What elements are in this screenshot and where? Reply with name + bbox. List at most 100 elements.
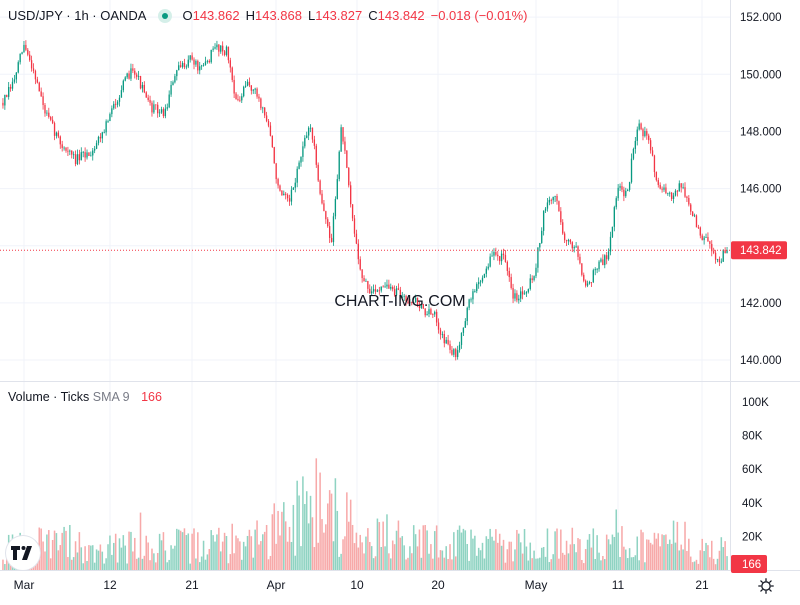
volume-bar bbox=[678, 550, 681, 570]
volume-bar bbox=[537, 558, 539, 570]
volume-bar bbox=[342, 539, 344, 570]
candle-body bbox=[88, 152, 90, 156]
candle-body bbox=[705, 237, 707, 238]
volume-bar bbox=[239, 541, 241, 570]
candle-body bbox=[510, 277, 512, 288]
volume-bar bbox=[674, 542, 677, 570]
candle-body bbox=[9, 87, 12, 89]
volume-bar bbox=[594, 558, 596, 570]
volume-bar bbox=[340, 553, 342, 570]
volume-bar bbox=[709, 557, 711, 570]
volume-bar bbox=[263, 531, 266, 570]
volume-bar bbox=[474, 535, 476, 570]
time-tick-label: Apr bbox=[267, 578, 286, 592]
candle-body bbox=[604, 255, 606, 266]
volume-bar bbox=[40, 528, 42, 570]
candle-body bbox=[200, 65, 203, 67]
candle-body bbox=[537, 247, 539, 268]
tradingview-logo-icon[interactable] bbox=[6, 536, 40, 570]
candle-body bbox=[392, 286, 394, 290]
candle-body bbox=[405, 295, 407, 302]
candle-body bbox=[317, 164, 319, 181]
volume-bar bbox=[227, 563, 230, 570]
candle-body bbox=[348, 167, 350, 186]
volume-bar bbox=[498, 533, 501, 570]
candle-body bbox=[497, 254, 499, 257]
volume-legend[interactable]: Volume · Ticks SMA 9 166 bbox=[8, 390, 162, 404]
candle-body bbox=[174, 76, 176, 83]
volume-bar bbox=[134, 537, 136, 570]
candle-body bbox=[235, 93, 237, 99]
volume-bar bbox=[195, 558, 197, 570]
volume-bar bbox=[101, 551, 104, 570]
volume-title: Volume · Ticks bbox=[8, 390, 90, 404]
volume-bar bbox=[508, 541, 511, 570]
candle-body bbox=[346, 150, 348, 168]
candle-body bbox=[95, 143, 98, 149]
candle-body bbox=[682, 187, 684, 188]
gear-icon[interactable] bbox=[758, 578, 774, 594]
volume-bar bbox=[552, 554, 554, 570]
volume-bar bbox=[519, 542, 522, 570]
candle-body bbox=[311, 127, 314, 140]
volume-bar bbox=[688, 538, 690, 570]
volume-bar bbox=[714, 564, 717, 570]
volume-bar bbox=[540, 547, 543, 570]
volume-bar bbox=[516, 529, 518, 570]
symbol-title[interactable]: USD/JPY · 1h · OANDA bbox=[8, 8, 147, 23]
candle-body bbox=[707, 237, 709, 242]
candle-body bbox=[575, 246, 577, 248]
volume-bar bbox=[99, 544, 102, 570]
candle-body bbox=[483, 273, 486, 278]
volume-bar bbox=[542, 547, 545, 570]
volume-bar bbox=[403, 545, 405, 570]
volume-bar bbox=[179, 530, 182, 570]
volume-bar bbox=[288, 526, 291, 570]
candle-body bbox=[697, 227, 700, 229]
volume-bar bbox=[466, 543, 468, 570]
candle-body bbox=[678, 183, 680, 192]
volume-bar bbox=[187, 533, 190, 570]
candle-body bbox=[481, 277, 484, 282]
volume-bar bbox=[472, 538, 474, 570]
volume-bar bbox=[118, 538, 121, 570]
candle-body bbox=[441, 334, 444, 335]
volume-bar bbox=[468, 560, 470, 570]
volume-bar bbox=[395, 530, 398, 570]
candle-body bbox=[583, 274, 585, 281]
candle-body bbox=[376, 290, 379, 292]
volume-bar bbox=[156, 552, 159, 570]
candle-body bbox=[565, 240, 568, 242]
candle-body bbox=[336, 179, 338, 199]
candle-body bbox=[258, 96, 260, 99]
volume-bar bbox=[130, 531, 132, 570]
volume-bar bbox=[512, 561, 514, 570]
volume-bar bbox=[260, 541, 262, 570]
volume-bar bbox=[548, 562, 551, 570]
volume-bar bbox=[636, 536, 639, 570]
volume-bar bbox=[216, 534, 218, 570]
candle-body bbox=[560, 211, 562, 223]
volume-bar bbox=[623, 546, 625, 570]
candle-body bbox=[684, 187, 686, 197]
volume-bar bbox=[443, 557, 446, 570]
volume-bar bbox=[160, 540, 163, 570]
volume-bar bbox=[78, 532, 81, 570]
candle-body bbox=[199, 66, 201, 71]
candle-body bbox=[97, 136, 100, 144]
candle-body bbox=[134, 70, 136, 75]
volume-bar bbox=[470, 529, 472, 570]
candle-body bbox=[369, 288, 371, 294]
volume-bar bbox=[582, 563, 585, 570]
volume-bar bbox=[153, 553, 155, 570]
candle-body bbox=[711, 243, 713, 252]
volume-bar bbox=[642, 532, 644, 570]
volume-bar bbox=[693, 561, 696, 570]
volume-bar bbox=[607, 539, 610, 570]
candle-body bbox=[399, 289, 402, 298]
volume-sma-value: 166 bbox=[141, 390, 162, 404]
volume-bar bbox=[57, 550, 60, 570]
candle-body bbox=[334, 198, 337, 217]
